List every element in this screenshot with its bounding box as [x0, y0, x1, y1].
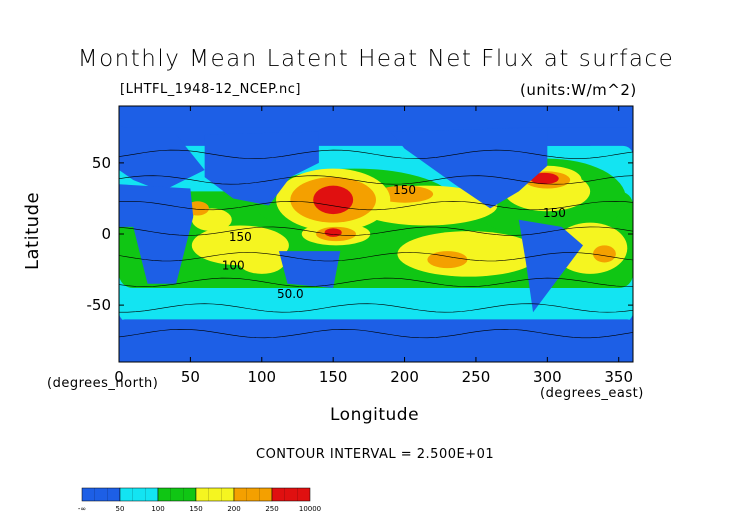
units-label: (units:W/m^2) — [520, 81, 637, 99]
heatmap-blob — [376, 185, 434, 203]
colorbar-tick-label: 50 — [116, 505, 125, 513]
x-tick-label: 250 — [462, 368, 491, 386]
land-mass — [390, 127, 548, 209]
file-label: [LHTFL_1948-12_NCEP.nc] — [120, 82, 301, 97]
colorbar-tick-label: 150 — [189, 505, 202, 513]
heatmap-blob — [427, 251, 468, 269]
y-tick-label: 50 — [92, 154, 111, 172]
x-axis-label: Longitude — [330, 405, 420, 425]
gulfstream-red — [530, 172, 559, 185]
colorbar-swatch — [271, 487, 311, 502]
contour-label: 150 — [229, 230, 252, 244]
contour-line — [119, 149, 633, 159]
x-axis-unit: (degrees_east) — [540, 386, 644, 401]
colorbar-tick-label: 250 — [265, 505, 278, 513]
colorbar-tick-label: 100 — [151, 505, 164, 513]
southern-low — [119, 319, 633, 362]
contour-line — [119, 175, 633, 185]
heatmap-blob — [238, 251, 285, 274]
x-tick-label: 0 — [114, 368, 124, 386]
arctic-low — [119, 106, 633, 128]
colorbar-tick-label: 10000 — [299, 505, 321, 513]
colorbar-tick-label: -∞ — [78, 505, 86, 513]
colorbar-swatch — [119, 487, 159, 502]
contour-line — [119, 303, 633, 313]
colorbar-swatch — [233, 487, 273, 502]
x-tick-label: 50 — [181, 368, 200, 386]
x-tick-label: 350 — [604, 368, 633, 386]
colorbar-swatch — [195, 487, 235, 502]
contour-line — [119, 226, 633, 236]
x-tick-label: 300 — [533, 368, 562, 386]
warmpool-red — [324, 228, 342, 237]
contour-interval-label: CONTOUR INTERVAL = 2.500E+01 — [256, 447, 495, 462]
land-mass — [278, 251, 341, 289]
colorbar-tick-label: 200 — [227, 505, 240, 513]
colorbar-swatch — [157, 487, 197, 502]
y-axis-label: Latitude — [22, 191, 43, 270]
land-mass — [204, 131, 319, 206]
land-mass — [119, 134, 205, 192]
se-pacific-yellow — [397, 231, 541, 277]
x-tick-label: 200 — [390, 368, 419, 386]
y-tick-label: -50 — [87, 296, 112, 314]
colorbar-swatch — [81, 487, 121, 502]
y-axis-unit: (degrees_north) — [47, 376, 159, 391]
x-tick-label: 100 — [247, 368, 276, 386]
contour-label: 50.0 — [277, 287, 304, 301]
contour-label: 100 — [222, 259, 245, 273]
land-mass — [119, 184, 194, 284]
contour-line — [119, 277, 633, 287]
contour-label: 150 — [393, 183, 416, 197]
contour-line — [119, 328, 633, 339]
contour-line — [119, 200, 633, 211]
page-title: Monthly Mean Latent Heat Net Flux at sur… — [77, 46, 675, 72]
x-tick-label: 150 — [319, 368, 348, 386]
y-tick-label: 0 — [101, 225, 111, 243]
heatmap-blob — [593, 245, 616, 263]
contour-label: 150 — [543, 206, 566, 220]
heatmap-cell — [119, 298, 633, 313]
contour-line — [119, 252, 633, 262]
land-mass — [518, 219, 584, 313]
kuroshio-red — [313, 185, 354, 215]
